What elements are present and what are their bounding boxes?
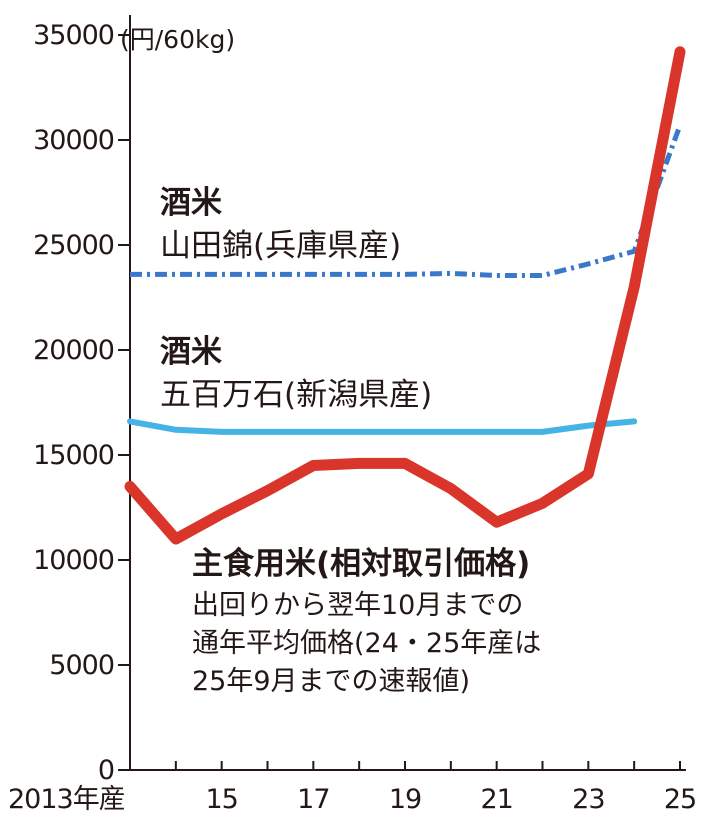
annotation-gohyaku-name: 五百万石(新潟県産): [160, 377, 432, 413]
annotation-yamada: 酒米 山田錦(兵庫県産): [160, 185, 401, 264]
y-tick-label: 25000: [33, 230, 114, 261]
x-tick-label: 17: [297, 784, 329, 815]
y-tick-label: 15000: [33, 440, 114, 471]
annotation-gohyaku: 酒米 五百万石(新潟県産): [160, 334, 432, 413]
x-tick-label: 19: [389, 784, 421, 815]
series-layer: [124, 46, 686, 545]
x-tick-label: 21: [480, 784, 512, 815]
annotation-rice-note-2: 通年平均価格(24・25年産は: [192, 628, 541, 659]
y-tick-label: 5000: [49, 650, 114, 681]
x-tick-label: 23: [572, 784, 604, 815]
annotation-gohyaku-category: 酒米: [160, 334, 222, 370]
annotation-rice: 主食用米(相対取引価格) 出回りから翌年10月までの 通年平均価格(24・25年…: [192, 546, 541, 697]
x-tick-label: 2013年産: [8, 784, 125, 815]
y-tick-label: 35000: [33, 20, 114, 51]
annotation-yamada-category: 酒米: [160, 185, 222, 221]
y-tick-label: 0: [98, 755, 114, 786]
y-tick-label: 30000: [33, 125, 114, 156]
y-tick-label: 20000: [33, 335, 114, 366]
y-tick-label: 10000: [33, 545, 114, 576]
x-tick-label: 25: [664, 784, 696, 815]
annotation-rice-title: 主食用米(相対取引価格): [192, 546, 530, 582]
y-axis: 0 5000 10000 15000 20000 25000 30000 35000: [33, 15, 131, 786]
annotation-yamada-name: 山田錦(兵庫県産): [160, 228, 401, 264]
x-tick-label: 15: [205, 784, 237, 815]
x-axis: 2013年産 15 17 19 21 23 25: [8, 761, 697, 815]
series-line-yamada: [130, 124, 683, 278]
series-line-gohyaku: [127, 418, 638, 435]
annotation-rice-note-1: 出回りから翌年10月までの: [192, 590, 523, 621]
unit-label: (円/60kg): [120, 25, 235, 54]
annotation-rice-note-3: 25年9月までの速報値): [192, 666, 470, 697]
series-line-rice: [124, 46, 686, 545]
